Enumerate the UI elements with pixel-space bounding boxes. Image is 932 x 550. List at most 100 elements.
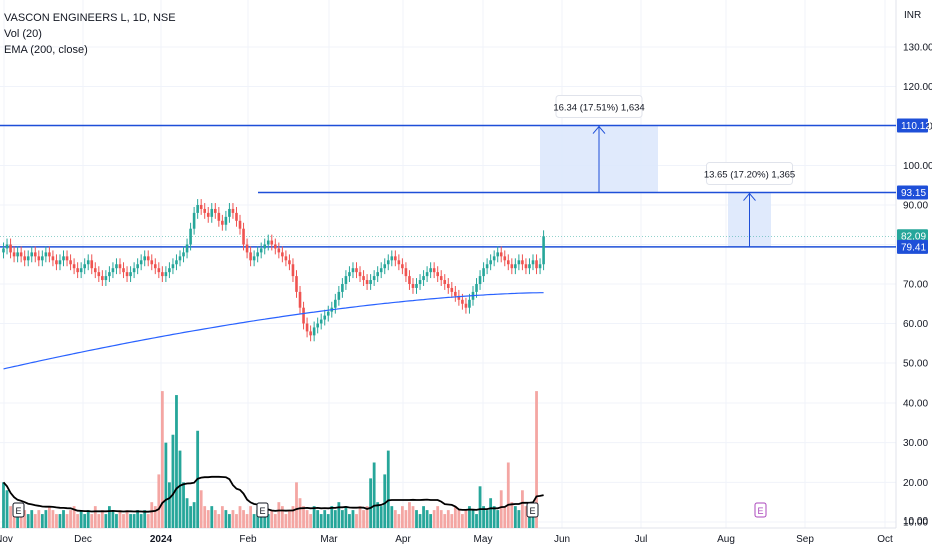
- candle-body[interactable]: [125, 272, 129, 277]
- candle-body[interactable]: [450, 287, 454, 292]
- candle-body[interactable]: [199, 205, 203, 209]
- candle-body[interactable]: [309, 331, 312, 336]
- candle-body[interactable]: [372, 276, 376, 281]
- earnings-event-icon[interactable]: [256, 502, 269, 518]
- candle-body[interactable]: [397, 260, 401, 265]
- candle-body[interactable]: [478, 276, 482, 284]
- candle-body[interactable]: [178, 256, 182, 261]
- candle-body[interactable]: [379, 268, 383, 273]
- candle-body[interactable]: [192, 212, 196, 229]
- candle-body[interactable]: [464, 303, 468, 308]
- candle-body[interactable]: [358, 272, 362, 277]
- candle-body[interactable]: [422, 276, 425, 281]
- candle-body[interactable]: [115, 264, 118, 269]
- candle-body[interactable]: [482, 268, 485, 277]
- candle-body[interactable]: [319, 319, 323, 324]
- candle-body[interactable]: [19, 252, 23, 257]
- candle-body[interactable]: [2, 248, 5, 253]
- candle-body[interactable]: [72, 264, 76, 269]
- candle-body[interactable]: [168, 268, 171, 273]
- candle-body[interactable]: [443, 280, 447, 284]
- candle-body[interactable]: [365, 280, 369, 284]
- candle-body[interactable]: [252, 256, 256, 261]
- candle-body[interactable]: [26, 256, 30, 261]
- candle-body[interactable]: [12, 252, 16, 257]
- candle-body[interactable]: [62, 256, 65, 261]
- candle-body[interactable]: [542, 236, 545, 265]
- candle-body[interactable]: [101, 276, 104, 281]
- candle-body[interactable]: [436, 272, 439, 277]
- candle-body[interactable]: [69, 260, 72, 265]
- candle-body[interactable]: [457, 295, 461, 300]
- candle-body[interactable]: [334, 299, 337, 308]
- candle-body[interactable]: [132, 268, 136, 273]
- candle-body[interactable]: [221, 220, 224, 225]
- candle-body[interactable]: [270, 240, 274, 245]
- candle-body[interactable]: [446, 284, 450, 288]
- candle-body[interactable]: [44, 252, 48, 257]
- candle-body[interactable]: [256, 252, 259, 257]
- candle-body[interactable]: [76, 268, 79, 273]
- candle-body[interactable]: [245, 244, 249, 253]
- candle-body[interactable]: [362, 276, 365, 281]
- candle-body[interactable]: [153, 264, 157, 269]
- candle-body[interactable]: [139, 260, 143, 265]
- candle-body[interactable]: [468, 299, 471, 308]
- candle-body[interactable]: [104, 276, 108, 281]
- candle-body[interactable]: [386, 260, 390, 265]
- candle-body[interactable]: [214, 208, 217, 213]
- candle-body[interactable]: [259, 248, 263, 253]
- candle-body[interactable]: [439, 276, 443, 281]
- candle-body[interactable]: [521, 260, 524, 265]
- candle-body[interactable]: [30, 252, 34, 257]
- candle-body[interactable]: [23, 256, 26, 261]
- candle-body[interactable]: [284, 256, 288, 261]
- candle-body[interactable]: [312, 327, 316, 336]
- candle-body[interactable]: [295, 276, 298, 292]
- candle-body[interactable]: [150, 260, 154, 265]
- candle-body[interactable]: [369, 280, 372, 284]
- candle-body[interactable]: [16, 252, 19, 257]
- candle-body[interactable]: [383, 264, 387, 269]
- candle-body[interactable]: [506, 260, 510, 265]
- candle-body[interactable]: [55, 260, 58, 265]
- candle-body[interactable]: [224, 216, 228, 225]
- candle-body[interactable]: [492, 256, 496, 261]
- candle-body[interactable]: [298, 291, 302, 308]
- candle-body[interactable]: [418, 280, 422, 284]
- earnings-event-icon[interactable]: [754, 502, 767, 518]
- candle-body[interactable]: [266, 240, 270, 245]
- candle-body[interactable]: [136, 264, 139, 269]
- candle-body[interactable]: [97, 272, 101, 277]
- candle-body[interactable]: [210, 208, 214, 217]
- candle-body[interactable]: [83, 264, 86, 269]
- symbol-title[interactable]: VASCON ENGINEERS L, 1D, NSE: [4, 12, 176, 24]
- candle-body[interactable]: [404, 268, 408, 277]
- candle-body[interactable]: [432, 268, 436, 273]
- candle-body[interactable]: [496, 252, 499, 257]
- candle-body[interactable]: [288, 260, 291, 265]
- candle-body[interactable]: [108, 272, 111, 277]
- candle-body[interactable]: [196, 205, 199, 213]
- candle-body[interactable]: [122, 268, 125, 273]
- candle-body[interactable]: [425, 272, 429, 277]
- candle-body[interactable]: [161, 272, 164, 277]
- candle-body[interactable]: [528, 264, 531, 269]
- candle-body[interactable]: [337, 291, 341, 300]
- candle-body[interactable]: [235, 212, 238, 221]
- candle-body[interactable]: [206, 212, 210, 217]
- candle-body[interactable]: [93, 268, 97, 273]
- candle-body[interactable]: [291, 264, 295, 277]
- candle-body[interactable]: [401, 264, 404, 269]
- candle-body[interactable]: [305, 323, 309, 332]
- candle-body[interactable]: [164, 272, 168, 277]
- candle-body[interactable]: [228, 208, 231, 217]
- earnings-event-icon[interactable]: [526, 502, 539, 518]
- candle-body[interactable]: [485, 264, 489, 269]
- candle-body[interactable]: [323, 315, 327, 320]
- candle-body[interactable]: [277, 248, 281, 253]
- candle-body[interactable]: [90, 260, 94, 269]
- volume-indicator-label[interactable]: Vol (20): [4, 28, 42, 40]
- candle-body[interactable]: [411, 284, 415, 288]
